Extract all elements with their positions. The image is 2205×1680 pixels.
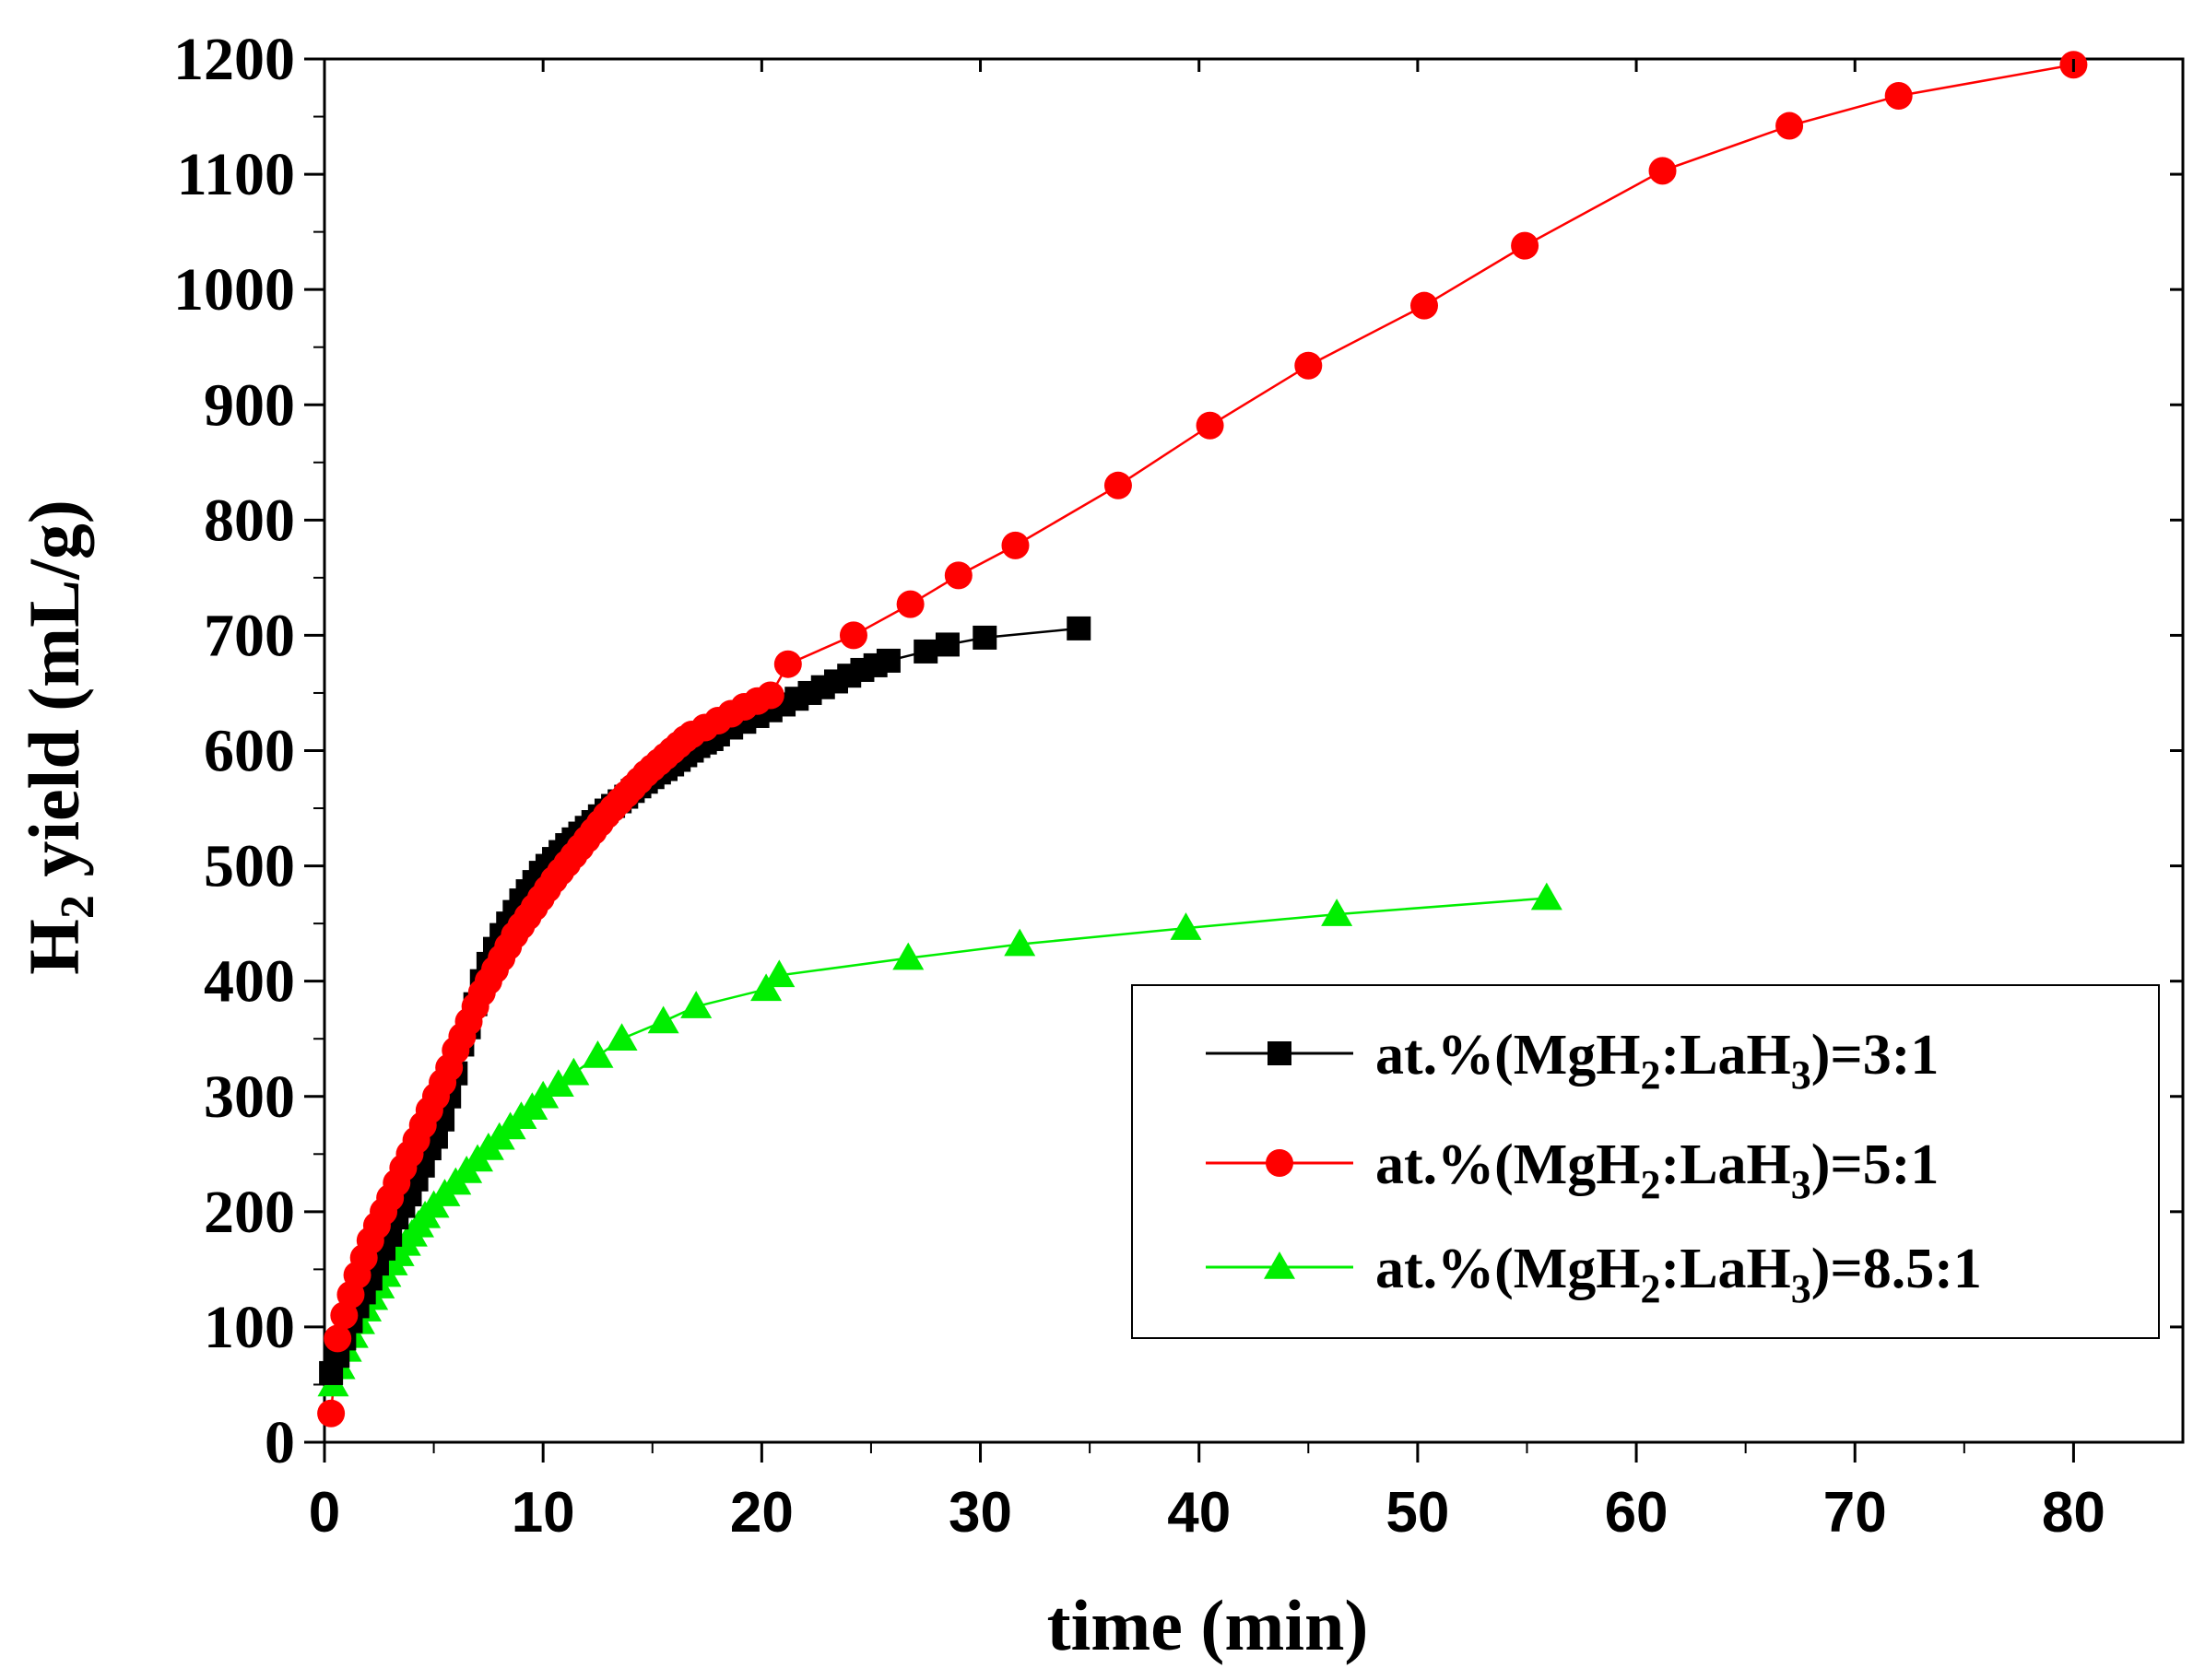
legend-marker: [1266, 1149, 1293, 1177]
y-axis-title-base: H: [14, 919, 94, 975]
y-tick-label: 1100: [177, 141, 295, 208]
y-tick-label: 500: [204, 833, 295, 900]
y-tick-label: 700: [204, 602, 295, 669]
data-point: [1001, 531, 1030, 559]
data-point: [542, 1069, 574, 1097]
data-point: [839, 621, 867, 650]
data-point: [1530, 882, 1562, 910]
y-tick-label: 300: [204, 1063, 295, 1131]
y-axis-title-sub: 2: [52, 895, 104, 919]
data-point: [324, 1324, 352, 1353]
data-point: [1067, 616, 1091, 640]
y-tick-label: 400: [204, 948, 295, 1016]
legend-marker: [1268, 1041, 1291, 1065]
legend: at.%(MgH2:LaH3)=3:1 at.%(MgH2:LaH3)=5:1 at…: [1131, 984, 2160, 1339]
plot-area: [317, 51, 2185, 1444]
y-axis-title-rest: yield (mL/g): [14, 499, 94, 895]
x-tick-label: 60: [1605, 1481, 1668, 1545]
data-point: [527, 1080, 560, 1109]
data-point: [1196, 411, 1224, 440]
x-tick-label: 50: [1385, 1481, 1449, 1545]
data-point: [944, 561, 973, 590]
legend-entry-1: at.%(MgH2:LaH3)=3:1: [1206, 1024, 1939, 1098]
x-tick-label: 10: [512, 1481, 575, 1545]
data-point: [1294, 351, 1323, 380]
data-point: [914, 639, 938, 664]
data-point: [750, 973, 783, 1002]
y-tick-label: 0: [265, 1409, 295, 1476]
x-tick-label: 30: [949, 1481, 1012, 1545]
legend-marker: [1264, 1251, 1295, 1279]
data-point: [935, 632, 960, 657]
legend-entry-3: at.%(MgH2:LaH3)=8.5:1: [1206, 1238, 1982, 1311]
y-axis-title: H2 yield (mL/g): [14, 499, 104, 975]
legend-label: at.%(MgH2:LaH3)=3:1: [1375, 1024, 1939, 1098]
y-tick-label: 100: [204, 1294, 295, 1361]
data-point: [773, 650, 802, 678]
data-point: [317, 1399, 346, 1427]
data-point: [1170, 912, 1202, 940]
data-point: [756, 681, 784, 710]
y-tick-label: 1000: [173, 256, 295, 323]
data-point: [973, 625, 997, 650]
data-point: [1775, 112, 1804, 140]
data-point: [1409, 291, 1438, 320]
data-point: [1004, 928, 1036, 957]
x-axis-title: time (min): [1047, 1585, 1369, 1665]
data-point: [1321, 899, 1353, 926]
data-point: [1103, 471, 1132, 499]
data-point: [680, 991, 713, 1018]
data-point: [330, 1301, 359, 1330]
data-point: [1511, 231, 1539, 260]
series-markers-2: [317, 51, 2088, 1427]
y-tick-label: 800: [204, 487, 295, 554]
data-point: [582, 1040, 614, 1068]
data-point: [763, 959, 796, 988]
legend-entry-2: at.%(MgH2:LaH3)=5:1: [1206, 1134, 1939, 1207]
data-point: [558, 1057, 590, 1086]
x-tick-label: 20: [730, 1481, 794, 1545]
y-axis: 0 100 200 300 400 500 600 700 800 900 1000 1100 1200: [173, 26, 2183, 1476]
data-point: [1648, 157, 1677, 185]
data-point: [606, 1023, 638, 1051]
legend-label: at.%(MgH2:LaH3)=8.5:1: [1375, 1238, 1982, 1311]
x-tick-label: 0: [309, 1481, 340, 1545]
data-point: [876, 648, 901, 673]
y-tick-label: 1200: [173, 26, 295, 93]
x-tick-label: 40: [1167, 1481, 1231, 1545]
data-point: [1884, 82, 1913, 111]
data-point: [892, 942, 925, 970]
y-tick-label: 600: [204, 718, 295, 785]
data-point: [896, 590, 925, 618]
y-tick-label: 900: [204, 371, 295, 439]
x-tick-label: 80: [2042, 1481, 2105, 1545]
x-tick-label: 70: [1823, 1481, 1887, 1545]
data-point: [647, 1005, 679, 1034]
x-axis: 0 10 20 30 40 50 60 70 80: [309, 59, 2105, 1545]
legend-label: at.%(MgH2:LaH3)=5:1: [1375, 1134, 1939, 1207]
y-tick-label: 200: [204, 1179, 295, 1246]
